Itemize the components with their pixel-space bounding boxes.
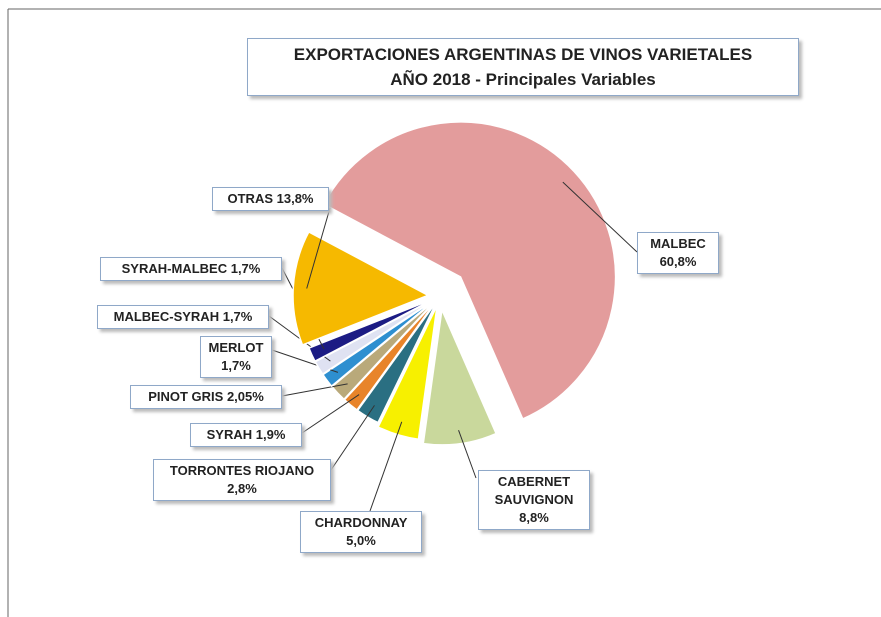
slice-label: TORRONTES RIOJANO 2,8%	[153, 459, 331, 501]
slice-label: MERLOT 1,7%	[200, 336, 272, 378]
category-label: OTRAS	[227, 191, 274, 206]
category-label: CABERNET SAUVIGNON	[494, 474, 574, 507]
title-box: EXPORTACIONES ARGENTINAS DE VINOS VARIET…	[247, 38, 799, 96]
slice-label: SYRAH 1,9%	[190, 423, 302, 447]
chart-subtitle: AÑO 2018 - Principales Variables	[390, 70, 656, 89]
leader-line	[281, 383, 348, 397]
value-label: 5,0%	[346, 533, 376, 548]
pie-slice	[322, 121, 617, 420]
pie-slice	[356, 300, 438, 424]
leader-line	[369, 421, 403, 512]
category-label: SYRAH-MALBEC	[121, 261, 228, 276]
leader-line	[458, 430, 477, 479]
leader-line	[306, 207, 331, 289]
pie-slice	[308, 297, 435, 363]
value-label: 2,05%	[226, 389, 264, 404]
slice-label: PINOT GRIS 2,05%	[130, 385, 282, 409]
value-label: 8,8%	[519, 510, 549, 525]
chart-title: EXPORTACIONES ARGENTINAS DE VINOS VARIET…	[293, 45, 753, 64]
leader-line	[301, 394, 360, 434]
value-label: 2,8%	[227, 481, 257, 496]
category-label: CHARDONNAY	[314, 515, 408, 530]
slice-label: CABERNET SAUVIGNON 8,8%	[478, 470, 590, 530]
category-label: MALBEC	[650, 236, 706, 251]
category-label: MERLOT	[208, 340, 264, 355]
value-label: 1,7%	[221, 358, 251, 373]
pie-slice	[422, 307, 498, 446]
category-label: TORRONTES RIOJANO	[169, 463, 315, 478]
category-label: SYRAH	[206, 427, 253, 442]
value-label: 1,9%	[255, 427, 286, 442]
slice-label: OTRAS 13,8%	[212, 187, 329, 211]
value-label: 1,7%	[230, 261, 261, 276]
slice-label: MALBEC 60,8%	[637, 232, 719, 274]
value-label: 1,7%	[222, 309, 253, 324]
value-label: 60,8%	[659, 254, 697, 269]
pie-slice	[292, 230, 430, 346]
pie-slice	[377, 305, 438, 441]
slice-label: MALBEC-SYRAH 1,7%	[97, 305, 269, 329]
slice-label: CHARDONNAY 5,0%	[300, 511, 422, 553]
slice-label: SYRAH-MALBEC 1,7%	[100, 257, 282, 281]
leader-line	[330, 405, 375, 471]
category-label: MALBEC-SYRAH	[113, 309, 220, 324]
category-label: PINOT GRIS	[148, 389, 224, 404]
value-label: 13,8%	[276, 191, 314, 206]
leader-line	[562, 181, 638, 253]
